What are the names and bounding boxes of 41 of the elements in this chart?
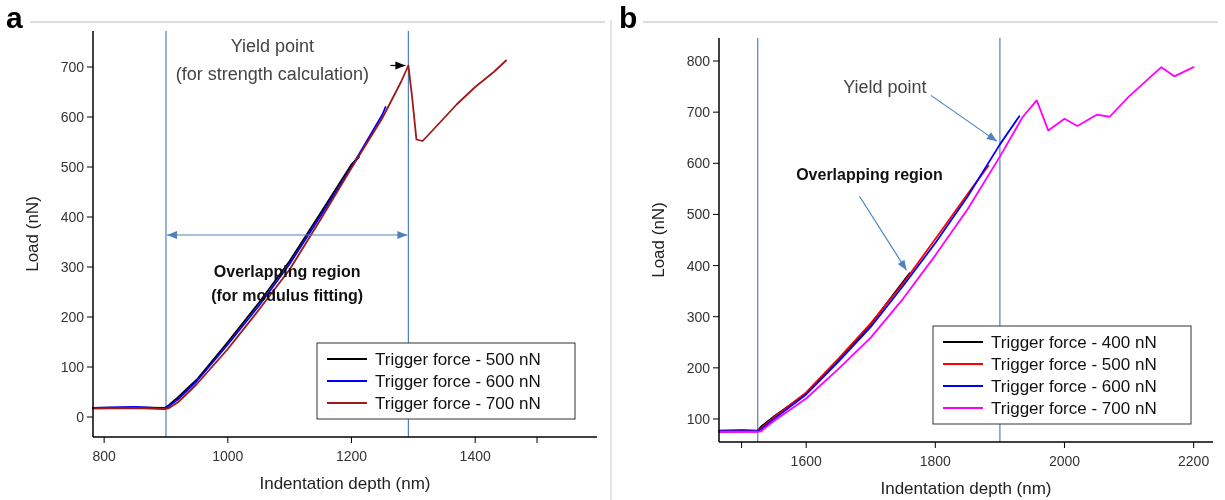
y-tick-label: 200 [60, 309, 85, 325]
y-tick-label: 700 [686, 104, 711, 121]
x-tick-label: 2000 [1048, 453, 1081, 469]
legend-label: Trigger force - 400 nN [991, 333, 1157, 352]
chart-title: b [619, 1, 638, 34]
y-tick-label: 700 [60, 59, 85, 75]
chart-title: a [6, 1, 23, 34]
x-axis-title: Indentation depth (nm) [880, 479, 1052, 498]
legend-label: Trigger force - 600 nN [991, 377, 1157, 396]
legend-label: Trigger force - 500 nN [991, 355, 1157, 374]
x-tick-label: 1000 [212, 448, 244, 464]
annotation: Yield point (for strength calculation) [175, 35, 369, 84]
x-axis-title: Indentation depth (nm) [259, 474, 431, 493]
y-tick-label: 0 [76, 409, 85, 425]
y-tick-label: 400 [686, 257, 711, 274]
y-tick-label: 100 [60, 359, 85, 375]
annotation: Overlapping region [796, 166, 943, 184]
legend-label: Trigger force - 700 nN [991, 399, 1157, 418]
y-tick-label: 200 [686, 359, 711, 376]
y-tick-label: 600 [60, 109, 85, 125]
legend-label: Trigger force - 700 nN [375, 394, 541, 413]
y-axis-title: Load (nN) [649, 202, 668, 278]
x-tick-label: 2200 [1178, 453, 1210, 469]
y-tick-label: 500 [686, 206, 711, 223]
y-tick-label: 600 [686, 155, 711, 172]
legend-label: Trigger force - 600 nN [375, 372, 541, 391]
y-tick-label: 100 [686, 410, 711, 427]
y-tick-label: 300 [60, 259, 85, 275]
y-tick-label: 500 [60, 159, 85, 175]
y-tick-label: 300 [686, 308, 711, 325]
line-series [718, 66, 1195, 433]
legend-label: Trigger force - 500 nN [375, 350, 541, 369]
x-tick-label: 1400 [459, 448, 491, 464]
x-tick-label: 1800 [919, 453, 952, 469]
y-axis-title: Load (nN) [23, 196, 42, 272]
x-tick-label: 800 [92, 448, 117, 464]
x-tick-label: 1600 [790, 453, 822, 469]
annotation: Yield point [843, 77, 927, 98]
y-tick-label: 800 [686, 53, 711, 70]
y-tick-label: 400 [60, 209, 85, 225]
x-tick-label: 1200 [335, 448, 368, 464]
